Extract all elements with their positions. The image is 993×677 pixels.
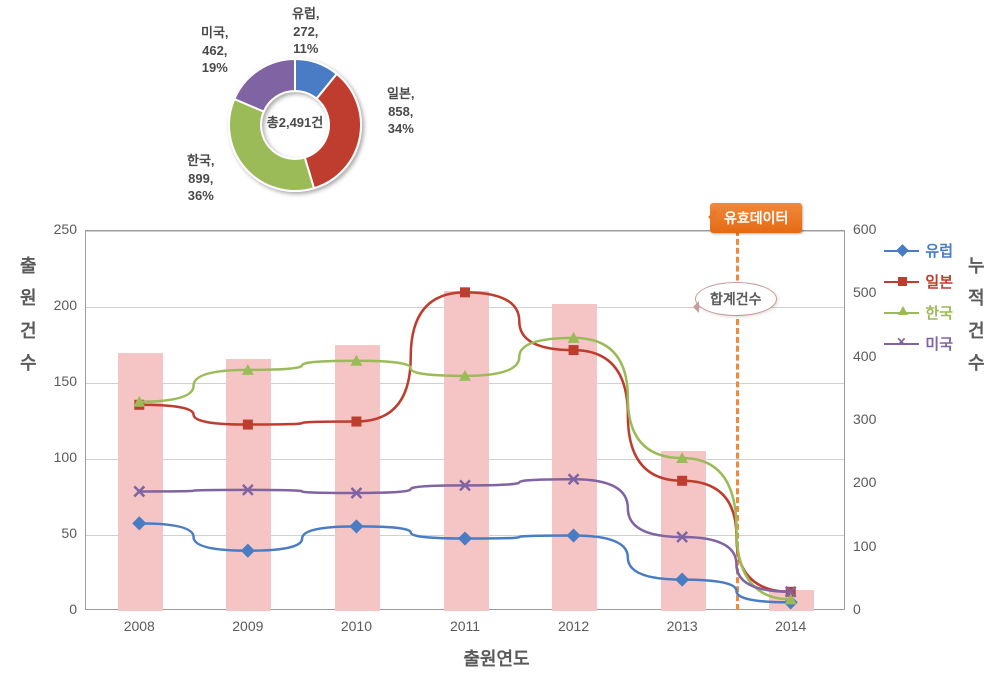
legend-item-미국: ✕ 미국 [884,333,953,354]
legend-label: 일본 [925,271,953,292]
x-axis-title: 출원연도 [0,645,993,671]
legend-marker-icon [898,277,907,286]
y-right-tick-label: 0 [853,601,893,617]
y-left-tick-label: 250 [37,221,77,237]
legend-line-icon [884,312,919,314]
x-tick-label: 2012 [549,618,599,634]
valid-data-badge: 유효데이터 [710,203,802,233]
y-right-tick-label: 100 [853,538,893,554]
legend-item-일본: 일본 [884,271,953,292]
y-right-tick-label: 200 [853,474,893,490]
total-count-bubble: 합계건수 [695,282,777,316]
bar [335,345,380,611]
y-axis-left-title: 출원건수 [20,250,40,380]
donut-chart: 총2,491건 유럽,272,11% 일본,858,34% 한국,899,36% 미국… [165,5,505,255]
x-tick-label: 2013 [657,618,707,634]
donut-slice-미국 [234,59,295,112]
legend-line-icon: ✕ [884,343,919,345]
y-left-tick-label: 0 [37,601,77,617]
legend-line-icon [884,250,919,252]
bar [118,353,163,611]
y-axis-right-title: 누적건수 [968,250,988,380]
donut-label-유럽: 유럽,272,11% [292,5,320,58]
donut-label-한국: 한국,899,36% [187,152,215,205]
legend-label: 한국 [925,302,953,323]
bar [769,590,814,611]
legend-marker-icon [897,244,910,257]
y-left-tick-label: 50 [37,525,77,541]
x-tick-label: 2010 [331,618,381,634]
chart-container: 총2,491건 유럽,272,11% 일본,858,34% 한국,899,36% 미국… [0,0,993,677]
bar [661,451,706,611]
bar [444,291,489,611]
y-left-tick-label: 150 [37,373,77,389]
legend-item-유럽: 유럽 [884,240,953,261]
y-left-tick-label: 200 [37,297,77,313]
y-right-tick-label: 600 [853,221,893,237]
legend-line-icon [884,281,919,283]
legend-label: 미국 [925,333,953,354]
legend-item-한국: 한국 [884,302,953,323]
y-right-tick-label: 300 [853,411,893,427]
donut-label-일본: 일본,858,34% [387,85,415,138]
donut-center-label: 총2,491건 [262,112,328,131]
donut-label-미국: 미국,462,19% [201,24,229,77]
x-tick-label: 2009 [223,618,273,634]
legend: 유럽일본한국 ✕ 미국 [884,240,953,364]
x-tick-label: 2014 [766,618,816,634]
legend-label: 유럽 [925,240,953,261]
legend-marker-icon [898,306,908,315]
bar [226,359,271,611]
y-left-tick-label: 100 [37,449,77,465]
legend-marker-icon: ✕ [896,335,905,344]
x-tick-label: 2011 [440,618,490,634]
bar [552,304,597,611]
x-tick-label: 2008 [114,618,164,634]
